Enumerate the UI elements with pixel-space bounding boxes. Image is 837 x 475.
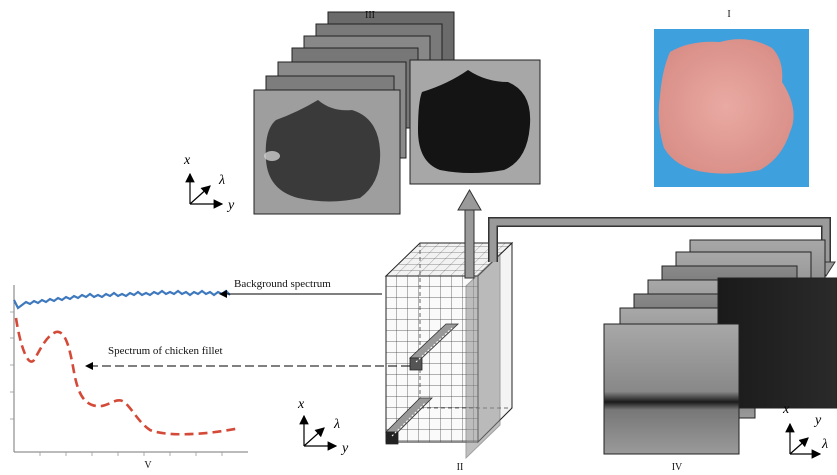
axis-y-label-bottom-right: y xyxy=(813,413,822,428)
axis-lambda-label-bottom: λ xyxy=(333,417,340,432)
axis-indicator-top xyxy=(185,172,224,209)
axis-x-label-bottom: x xyxy=(297,397,305,412)
panel-v-spectrum-plot: V xyxy=(10,285,248,471)
background-spectrum-label: Background spectrum xyxy=(234,278,331,290)
axis-lambda-label-bottom-right: λ xyxy=(821,437,828,452)
axis-y-label-top: y xyxy=(226,198,235,213)
arrow-cube-to-images xyxy=(457,188,482,279)
panel-ii-hypercube: II xyxy=(384,241,514,473)
axis-y-label-bottom: y xyxy=(340,441,349,456)
panel-label-i: I xyxy=(727,9,730,20)
panel-iii-image-stack: III xyxy=(253,10,541,215)
axis-indicator-bottom xyxy=(299,414,338,451)
panel-i-photo: I xyxy=(654,9,809,187)
panel-label-iv: IV xyxy=(672,462,683,473)
axis-lambda-label-top: λ xyxy=(218,173,225,188)
axis-x-label-top: x xyxy=(183,153,191,168)
panel-label-ii: II xyxy=(457,462,464,473)
axis-indicator-bottom-right xyxy=(785,422,822,459)
background-spectrum-curve xyxy=(13,289,231,310)
panel-label-iii: III xyxy=(365,10,375,21)
background-spectrum-annotation: Background spectrum xyxy=(219,278,382,298)
panel-label-v: V xyxy=(144,460,152,471)
panel-iv-spectral-stack: IV xyxy=(603,239,837,473)
chicken-spectrum-label: Spectrum of chicken fillet xyxy=(108,345,223,357)
chicken-fillet-spectrum-curve xyxy=(14,317,241,436)
chicken-spectrum-annotation: Spectrum of chicken fillet xyxy=(85,345,410,370)
axis-x-label-bottom-right: x xyxy=(782,402,790,417)
